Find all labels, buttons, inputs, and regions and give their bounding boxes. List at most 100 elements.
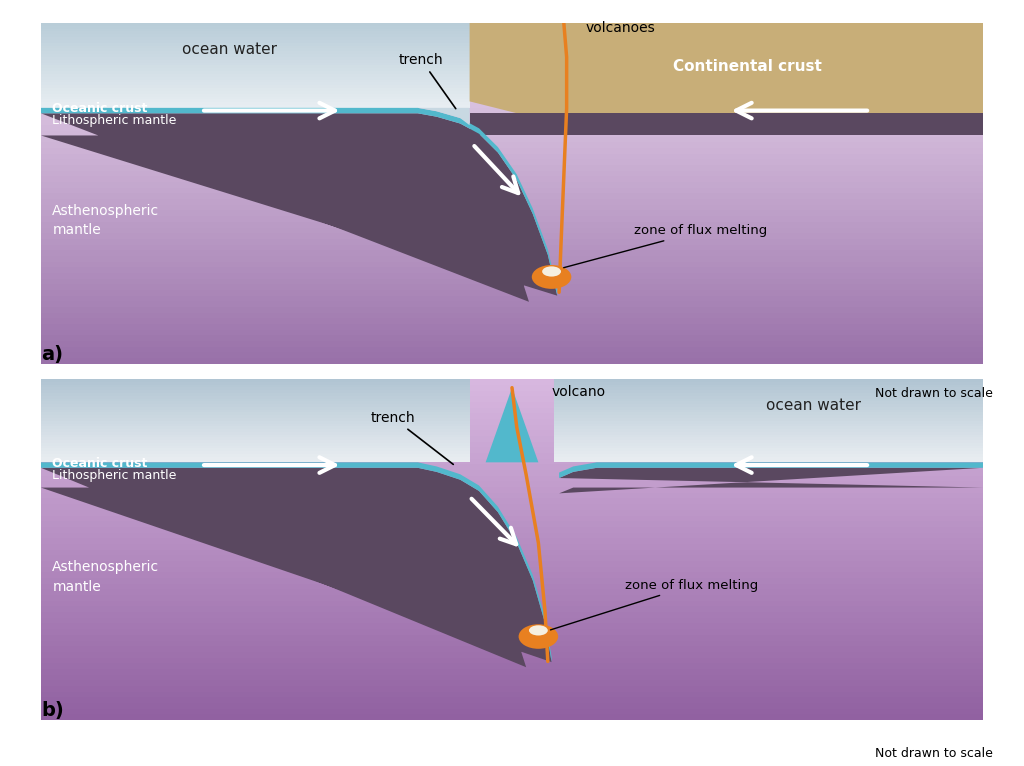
- Text: Oceanic crust: Oceanic crust: [52, 457, 147, 470]
- Polygon shape: [554, 440, 983, 443]
- Polygon shape: [554, 390, 983, 393]
- Polygon shape: [41, 319, 983, 324]
- Polygon shape: [41, 460, 470, 463]
- Polygon shape: [41, 26, 470, 28]
- Polygon shape: [41, 669, 983, 675]
- Polygon shape: [41, 657, 983, 663]
- Polygon shape: [41, 358, 983, 364]
- Polygon shape: [41, 538, 983, 544]
- Polygon shape: [41, 193, 983, 199]
- Polygon shape: [41, 430, 983, 436]
- Polygon shape: [41, 572, 983, 578]
- Polygon shape: [41, 113, 557, 302]
- Polygon shape: [41, 463, 552, 662]
- Polygon shape: [41, 385, 470, 388]
- Ellipse shape: [518, 624, 558, 649]
- Polygon shape: [41, 442, 983, 447]
- Polygon shape: [554, 460, 983, 463]
- Text: b): b): [41, 701, 63, 720]
- Polygon shape: [41, 447, 983, 453]
- Polygon shape: [41, 125, 983, 131]
- Polygon shape: [554, 393, 983, 396]
- Polygon shape: [41, 396, 470, 398]
- Text: trench: trench: [399, 53, 456, 109]
- Polygon shape: [41, 63, 470, 65]
- Polygon shape: [41, 446, 470, 448]
- Polygon shape: [41, 453, 983, 459]
- Polygon shape: [41, 393, 470, 396]
- Polygon shape: [41, 23, 983, 28]
- Polygon shape: [41, 182, 983, 188]
- Text: volcano: volcano: [552, 385, 605, 399]
- Polygon shape: [41, 385, 983, 391]
- Polygon shape: [554, 410, 983, 412]
- Polygon shape: [41, 629, 983, 635]
- Polygon shape: [41, 222, 983, 228]
- Polygon shape: [554, 454, 983, 457]
- Polygon shape: [41, 86, 983, 91]
- Text: Asthenospheric
mantle: Asthenospheric mantle: [52, 204, 160, 237]
- Ellipse shape: [542, 267, 561, 277]
- Polygon shape: [41, 176, 983, 182]
- Polygon shape: [41, 307, 983, 313]
- Polygon shape: [41, 424, 983, 430]
- Text: a): a): [41, 345, 62, 364]
- Polygon shape: [41, 487, 983, 493]
- Polygon shape: [41, 550, 983, 555]
- Polygon shape: [554, 448, 983, 451]
- Polygon shape: [41, 239, 983, 244]
- Polygon shape: [41, 612, 983, 617]
- Polygon shape: [41, 37, 470, 40]
- Text: ocean water: ocean water: [766, 398, 861, 413]
- Polygon shape: [41, 34, 983, 40]
- Polygon shape: [41, 324, 983, 329]
- Text: zone of flux melting: zone of flux melting: [563, 224, 768, 267]
- Polygon shape: [41, 412, 470, 415]
- Polygon shape: [554, 424, 983, 427]
- Polygon shape: [41, 205, 983, 211]
- Polygon shape: [41, 398, 470, 401]
- Polygon shape: [41, 437, 470, 440]
- Polygon shape: [41, 148, 983, 154]
- Polygon shape: [41, 85, 470, 88]
- Polygon shape: [41, 408, 983, 414]
- Polygon shape: [41, 131, 983, 136]
- Polygon shape: [41, 692, 983, 697]
- Polygon shape: [41, 382, 470, 385]
- Polygon shape: [554, 429, 983, 432]
- Polygon shape: [41, 273, 983, 279]
- Polygon shape: [41, 136, 983, 142]
- Polygon shape: [41, 379, 470, 382]
- Polygon shape: [41, 419, 983, 424]
- Polygon shape: [41, 402, 983, 408]
- Polygon shape: [41, 91, 983, 97]
- Polygon shape: [41, 459, 983, 464]
- Polygon shape: [41, 63, 983, 68]
- Polygon shape: [41, 470, 983, 476]
- Polygon shape: [41, 390, 470, 393]
- Polygon shape: [41, 415, 470, 418]
- Polygon shape: [41, 709, 983, 715]
- Polygon shape: [41, 468, 552, 667]
- Polygon shape: [41, 261, 983, 267]
- Polygon shape: [41, 589, 983, 595]
- Polygon shape: [41, 108, 557, 296]
- Text: Lithospheric mantle: Lithospheric mantle: [52, 469, 176, 482]
- Polygon shape: [41, 68, 470, 71]
- Ellipse shape: [529, 625, 548, 636]
- Polygon shape: [41, 119, 983, 125]
- Polygon shape: [41, 80, 983, 86]
- Polygon shape: [554, 388, 983, 390]
- Text: zone of flux melting: zone of flux melting: [551, 579, 759, 630]
- Polygon shape: [41, 51, 983, 57]
- Polygon shape: [41, 440, 470, 443]
- Polygon shape: [554, 396, 983, 398]
- Polygon shape: [41, 464, 983, 470]
- Polygon shape: [41, 188, 983, 193]
- Polygon shape: [41, 216, 983, 222]
- Polygon shape: [554, 432, 983, 434]
- Polygon shape: [41, 301, 983, 307]
- Polygon shape: [41, 40, 983, 46]
- Polygon shape: [41, 429, 470, 432]
- Polygon shape: [41, 407, 470, 410]
